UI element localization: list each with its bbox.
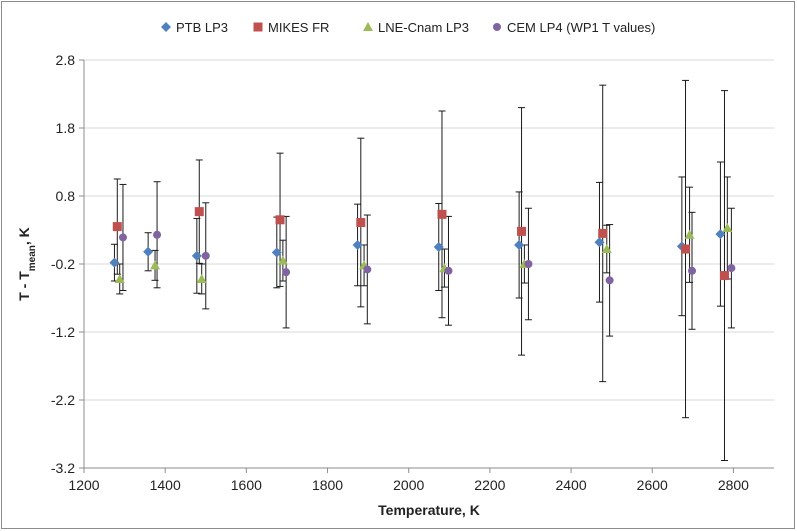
legend-item: PTB LP3 <box>161 20 228 35</box>
y-tick-label: 1.8 <box>56 120 76 136</box>
data-point <box>517 226 527 236</box>
tick-labels: -3.2 -2.2 -1.2 -0.2 0.8 1.8 2.8 1200 1400 1600 180… <box>51 52 749 493</box>
data-point <box>444 266 453 275</box>
data-point <box>722 222 733 232</box>
y-axis-label-prefix: T - T <box>16 271 32 301</box>
legend: PTB LP3 MIKES FR LNE-Cnam LP3 CEM LP4 (WP1 … <box>161 20 655 35</box>
data-point <box>109 257 120 268</box>
data-point <box>719 271 729 281</box>
data-point <box>143 246 154 257</box>
legend-label: MIKES FR <box>268 20 329 35</box>
data-point <box>681 244 691 254</box>
x-tick-label: 2600 <box>637 477 668 493</box>
data-point <box>118 233 127 242</box>
legend-item: CEM LP4 (WP1 T values) <box>493 20 655 35</box>
data-point <box>356 218 366 228</box>
data-point <box>605 276 614 285</box>
legend-item: LNE-Cnam LP3 <box>363 20 469 35</box>
y-tick-label: -2.2 <box>51 392 75 408</box>
y-tick-label: 2.8 <box>56 52 76 68</box>
y-axis-label-subscript: mean <box>27 245 38 271</box>
data-point <box>112 222 122 232</box>
data-point <box>601 244 612 254</box>
grid-lines <box>84 59 774 469</box>
x-tick-label: 2400 <box>555 477 586 493</box>
error-bars <box>110 79 735 462</box>
data-points <box>109 207 736 285</box>
legend-marker <box>493 23 501 31</box>
legend-item: MIKES FR <box>253 20 329 35</box>
data-point <box>514 239 525 250</box>
y-tick-label: -1.2 <box>51 324 75 340</box>
legend-label: PTB LP3 <box>176 20 228 35</box>
data-point <box>201 251 210 260</box>
x-tick-label: 2800 <box>718 477 749 493</box>
legend-label: LNE-Cnam LP3 <box>378 20 469 35</box>
x-tick-label: 2000 <box>393 477 424 493</box>
y-tick-label: -3.2 <box>51 460 75 476</box>
data-point <box>688 266 697 275</box>
data-point <box>352 239 363 250</box>
x-tick-label: 2200 <box>474 477 505 493</box>
data-point <box>282 268 291 277</box>
data-point <box>524 260 533 268</box>
data-point <box>194 207 204 217</box>
data-point <box>594 237 605 248</box>
y-axis-label-suffix: , K <box>16 227 32 245</box>
x-tick-label: 1600 <box>231 477 262 493</box>
data-point <box>271 247 282 258</box>
data-point <box>598 228 608 238</box>
x-tick-label: 1800 <box>312 477 343 493</box>
y-axis-label: T - Tmean, K <box>16 227 38 301</box>
data-point <box>433 242 444 252</box>
data-point <box>150 260 161 270</box>
x-tick-label: 1200 <box>68 477 99 493</box>
legend-marker <box>161 22 171 32</box>
data-point <box>437 209 447 219</box>
data-point <box>684 229 695 239</box>
data-point <box>191 250 202 261</box>
data-point <box>277 255 288 265</box>
x-axis-label: Temperature, K <box>378 502 480 518</box>
data-point <box>363 265 372 274</box>
data-point <box>153 230 162 239</box>
y-tick-label: -0.2 <box>51 256 75 272</box>
data-point <box>196 273 207 283</box>
legend-marker <box>363 22 373 31</box>
data-point <box>114 273 125 283</box>
legend-label: CEM LP4 (WP1 T values) <box>507 20 655 35</box>
legend-marker <box>253 22 263 32</box>
y-tick-label: 0.8 <box>56 188 76 204</box>
axes <box>79 59 774 473</box>
x-tick-label: 1400 <box>150 477 181 493</box>
data-point <box>727 264 736 273</box>
data-point <box>275 215 285 225</box>
